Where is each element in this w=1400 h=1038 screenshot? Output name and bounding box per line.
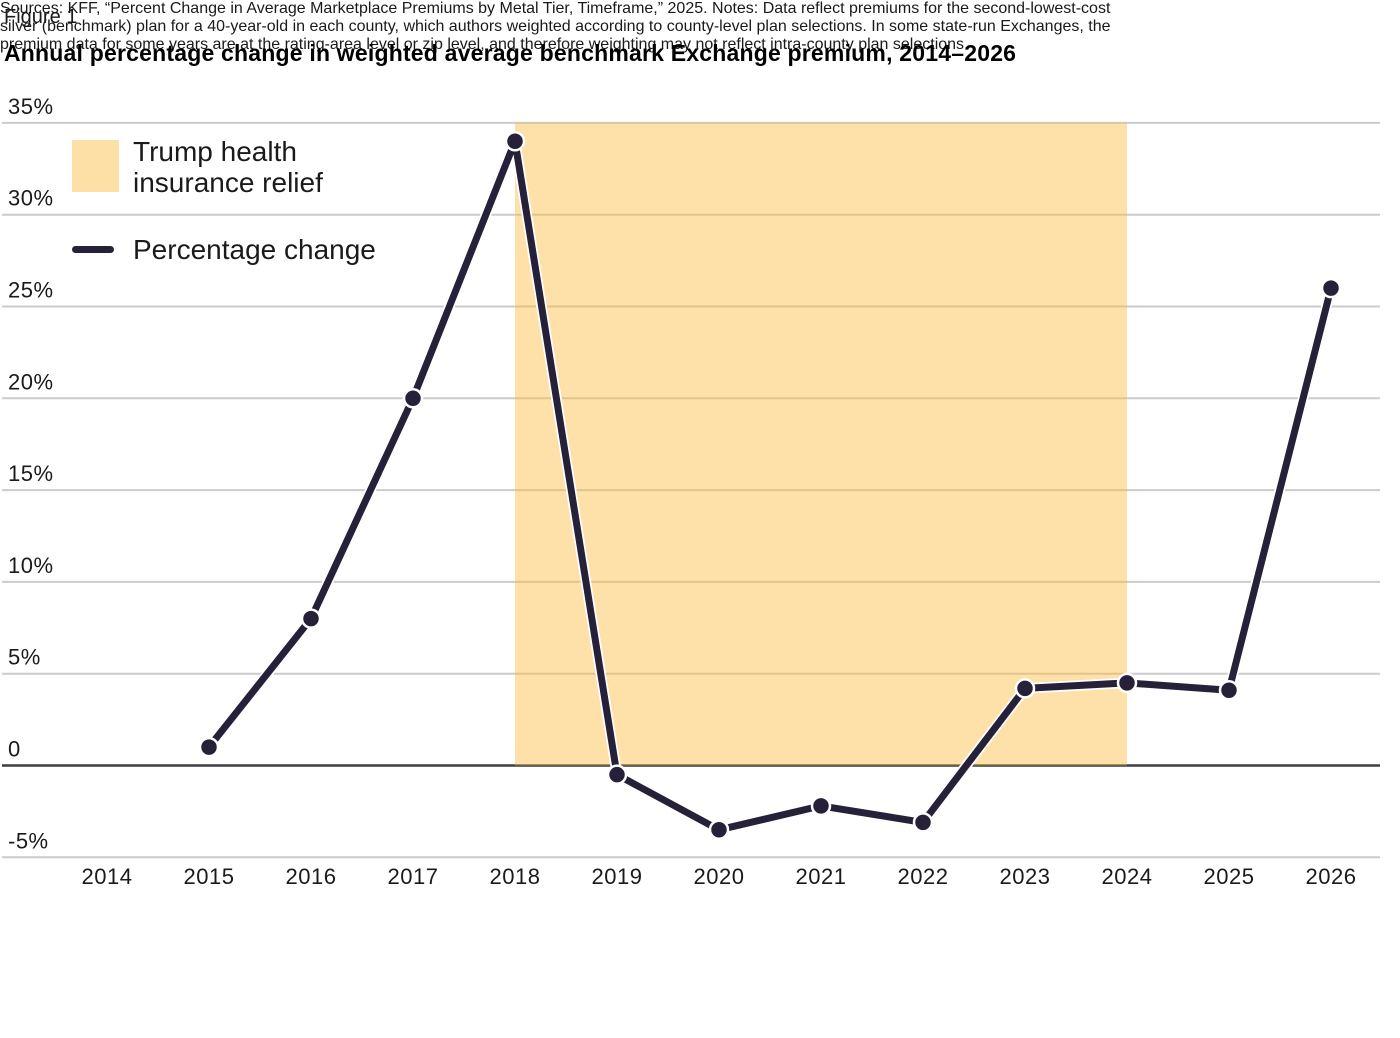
trump-relief-band (515, 122, 1127, 766)
data-point-2016 (300, 608, 322, 629)
legend-item-band: Trump health insurance relief (72, 136, 376, 198)
data-point-2023 (1014, 678, 1036, 699)
xtick-label-2019: 2019 (592, 864, 643, 889)
xtick-label-2016: 2016 (286, 864, 337, 889)
data-point-2020 (708, 819, 730, 841)
legend-band-label-line2: insurance relief (133, 167, 323, 198)
ytick-label-20: 20% (8, 369, 54, 394)
band-swatch (72, 140, 119, 192)
legend-line-label: Percentage change (133, 234, 376, 265)
ytick-label-15: 15% (8, 461, 54, 486)
xtick-label-2023: 2023 (1000, 864, 1051, 889)
figure-label: Figure 1 (4, 6, 78, 28)
source-notes-line: premium data for some years are at the r… (0, 36, 969, 53)
xtick-label-2015: 2015 (184, 864, 235, 889)
premium-change-chart: 35% 30% 25% 20% 15% 10% 5% 0 -5% 2014 2015 2016 2017… (2, 94, 1380, 889)
data-point-2024 (1116, 672, 1138, 694)
legend-band-label: Trump health insurance relief (133, 136, 323, 198)
ytick-label-0: 0 (8, 737, 21, 762)
legend-item-line: Percentage change (72, 234, 376, 265)
xtick-label-2017: 2017 (388, 864, 439, 889)
ytick-label-35: 35% (8, 94, 54, 119)
data-point-2022 (912, 812, 934, 833)
xtick-label-2024: 2024 (1102, 864, 1153, 889)
xtick-label-2021: 2021 (796, 864, 847, 889)
ytick-label-30: 30% (8, 186, 54, 211)
page-title: Annual percentage change in weighted ave… (4, 40, 1017, 66)
data-point-2017 (402, 388, 424, 409)
data-point-2015 (198, 736, 220, 758)
ytick-label-25: 25% (8, 278, 54, 303)
xtick-label-2022: 2022 (898, 864, 949, 889)
xtick-label-2025: 2025 (1204, 864, 1255, 889)
xtick-label-2014: 2014 (82, 864, 133, 889)
legend-band-label-line1: Trump health (133, 136, 297, 167)
data-point-2021 (810, 795, 832, 817)
data-point-2018 (504, 131, 526, 152)
data-point-2019 (606, 764, 628, 785)
ytick-label--5: -5% (8, 828, 49, 853)
ytick-label-5: 5% (8, 645, 41, 670)
xtick-label-2020: 2020 (694, 864, 745, 889)
xtick-label-2018: 2018 (490, 864, 541, 889)
data-point-2025 (1218, 679, 1240, 701)
xtick-label-2026: 2026 (1306, 864, 1357, 889)
source-notes-line: Sources: KFF, “Percent Change in Average… (0, 0, 1111, 17)
ytick-label-10: 10% (8, 553, 54, 578)
line-swatch (72, 246, 114, 253)
chart-legend: Trump health insurance relief Percentage… (72, 136, 376, 265)
data-point-2026 (1320, 277, 1342, 299)
chart-canvas: 35% 30% 25% 20% 15% 10% 5% 0 -5% 2014 2015 2016 2017… (2, 94, 1380, 889)
percentage-change-line (205, 137, 1335, 834)
source-notes-line: silver (benchmark) plan for a 40-year-ol… (0, 18, 1111, 35)
